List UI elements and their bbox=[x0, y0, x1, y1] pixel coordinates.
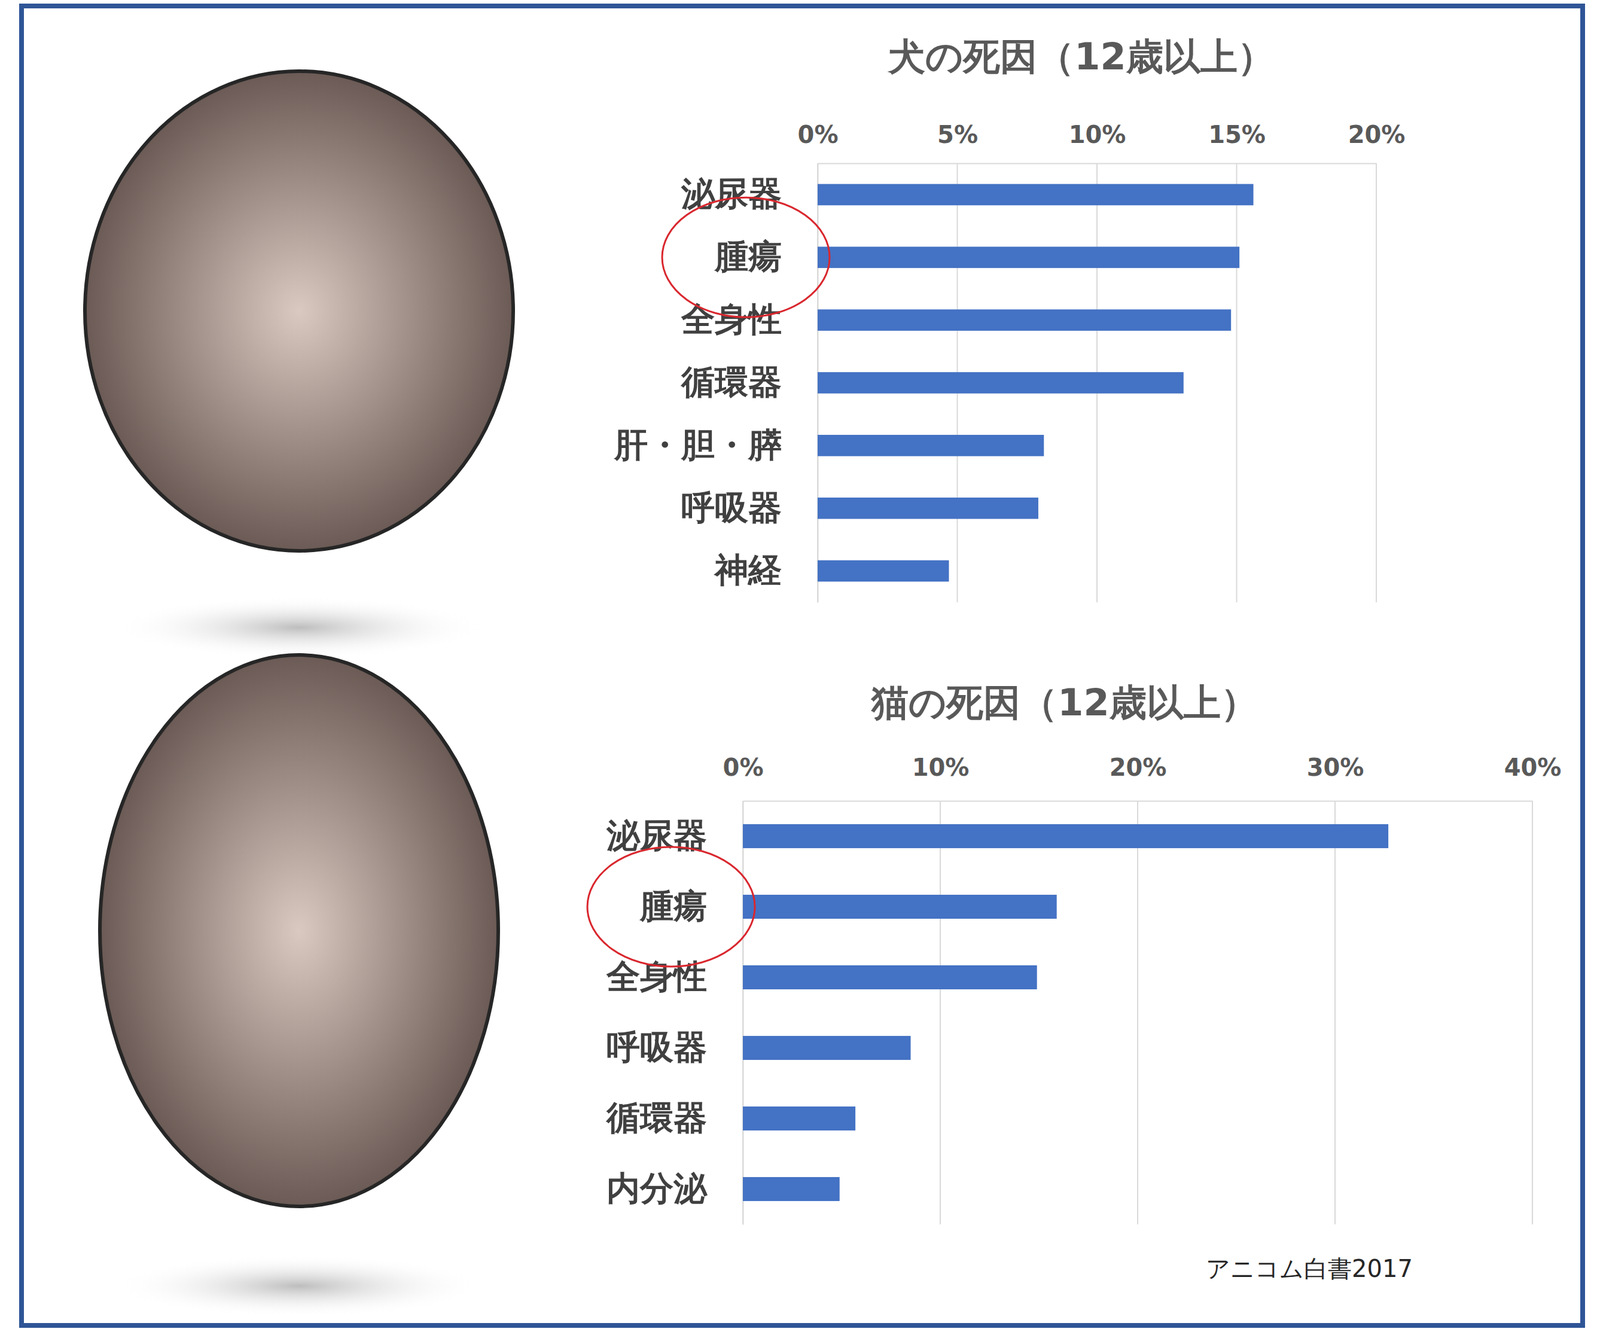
canvas: 犬の死因（12歳以上）0%5%10%15%20%泌尿器腫瘍全身性循環器肝・胆・膵… bbox=[0, 0, 1600, 1335]
axis-line bbox=[818, 163, 1377, 165]
y-axis: 泌尿器腫瘍全身性循環器肝・胆・膵呼吸器神経 bbox=[613, 163, 819, 603]
category-label: 内分泌 bbox=[606, 1168, 708, 1208]
chart: 犬の死因（12歳以上）0%5%10%15%20%泌尿器腫瘍全身性循環器肝・胆・膵… bbox=[613, 34, 1406, 603]
bar bbox=[817, 309, 1231, 331]
tick: 30% bbox=[1306, 753, 1365, 801]
tick: 10% bbox=[1068, 120, 1127, 164]
x-axis: 0% 10% 20% 30% 40% bbox=[723, 753, 1562, 802]
category-label: 呼吸器 bbox=[606, 1027, 707, 1067]
bars bbox=[742, 824, 1389, 1202]
category-label: 腫瘍 bbox=[713, 236, 782, 276]
tick-label: 20% bbox=[1348, 120, 1406, 149]
tick: 10% bbox=[912, 753, 970, 801]
tick: 20% bbox=[1348, 120, 1406, 164]
grid-line bbox=[1375, 163, 1377, 603]
source-note: アニコム白書2017 bbox=[1205, 1254, 1413, 1283]
grid-line bbox=[1531, 800, 1534, 1225]
bar bbox=[742, 894, 1057, 919]
tick: 内分泌 bbox=[606, 1168, 743, 1208]
tick: 0% bbox=[723, 753, 764, 801]
photo bbox=[99, 654, 499, 1207]
tick-label: 0% bbox=[723, 753, 764, 782]
tick: 腫瘍 bbox=[713, 236, 818, 276]
bar bbox=[817, 372, 1184, 394]
bar bbox=[817, 184, 1254, 206]
tick: 5% bbox=[937, 120, 978, 164]
grid-line bbox=[1236, 163, 1238, 603]
tick-label: 30% bbox=[1306, 753, 1365, 782]
grid-line bbox=[1334, 800, 1336, 1225]
bar bbox=[742, 1035, 911, 1060]
tick: 0% bbox=[797, 120, 839, 164]
highlight bbox=[662, 197, 830, 318]
bar bbox=[817, 246, 1240, 268]
highlight bbox=[587, 846, 755, 967]
tick: 循環器 bbox=[680, 362, 818, 402]
photo-shadow bbox=[113, 1254, 485, 1318]
bar bbox=[817, 434, 1044, 457]
tick-label: 5% bbox=[937, 120, 978, 149]
y-axis: 泌尿器腫瘍全身性呼吸器循環器内分泌 bbox=[605, 801, 744, 1225]
photo-shadow bbox=[113, 596, 485, 659]
chart: 猫の死因（12歳以上） 0% 10% 20% 30% 40% 泌尿器腫瘍全身性呼吸器循環器内… bbox=[587, 680, 1562, 1225]
tick-label: 0% bbox=[797, 120, 839, 149]
category-label: 泌尿器 bbox=[680, 174, 782, 213]
tick: 泌尿器 bbox=[605, 815, 743, 855]
tick-label: 15% bbox=[1208, 120, 1266, 149]
tick-label: 10% bbox=[912, 753, 970, 782]
chart-title: 犬の死因（12歳以上） bbox=[887, 34, 1275, 79]
tick: 循環器 bbox=[605, 1098, 743, 1138]
category-label: 循環器 bbox=[680, 362, 782, 402]
category-label: 腫瘍 bbox=[638, 886, 707, 926]
tick-label: 40% bbox=[1504, 753, 1562, 782]
x-axis: 0% 5% 10% 15% 20% bbox=[797, 120, 1406, 164]
tick: 全身性 bbox=[605, 957, 743, 996]
chart-title: 猫の死因（12歳以上） bbox=[870, 680, 1258, 725]
bar bbox=[742, 965, 1038, 990]
tick: 腫瘍 bbox=[638, 886, 743, 926]
category-label: 全身性 bbox=[605, 957, 707, 996]
bar bbox=[817, 560, 949, 582]
category-label: 呼吸器 bbox=[681, 488, 782, 527]
category-label: 循環器 bbox=[605, 1098, 707, 1138]
tick-label: 10% bbox=[1068, 120, 1127, 149]
tick: 呼吸器 bbox=[606, 1027, 743, 1067]
tick: 20% bbox=[1109, 753, 1167, 801]
axis-line bbox=[742, 801, 745, 1225]
category-label: 神経 bbox=[713, 550, 782, 590]
category-label: 肝・胆・膵 bbox=[613, 425, 782, 465]
photo bbox=[84, 71, 514, 551]
bar bbox=[817, 497, 1039, 520]
bar bbox=[742, 1106, 856, 1131]
tick: 神経 bbox=[713, 550, 818, 590]
grid-line bbox=[742, 800, 744, 1225]
bars bbox=[817, 184, 1254, 582]
bar bbox=[742, 1177, 840, 1202]
axis-line bbox=[743, 800, 1534, 803]
tick: 15% bbox=[1208, 120, 1266, 164]
tick-label: 20% bbox=[1109, 753, 1167, 782]
frame bbox=[21, 5, 1583, 1326]
bar bbox=[742, 824, 1389, 849]
tick: 40% bbox=[1504, 753, 1562, 801]
grid-line bbox=[939, 800, 941, 1225]
tick: 呼吸器 bbox=[681, 488, 818, 527]
grid-line bbox=[1137, 800, 1139, 1225]
tick: 肝・胆・膵 bbox=[613, 425, 818, 465]
